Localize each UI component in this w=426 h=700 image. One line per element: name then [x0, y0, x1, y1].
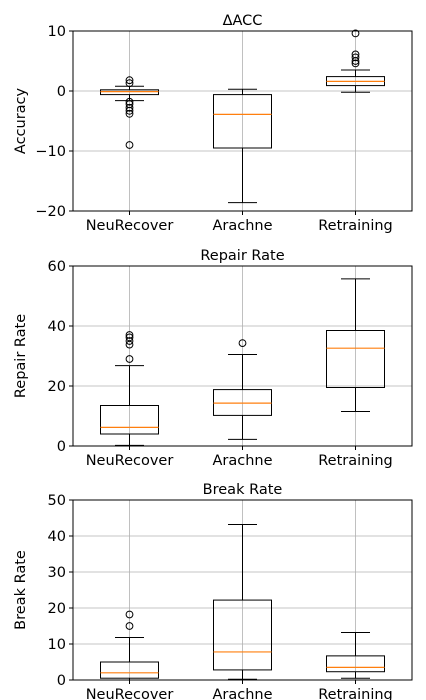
y-tick-label: 40: [48, 529, 66, 545]
outlier-point: [351, 29, 360, 38]
outlier-point: [125, 97, 134, 106]
y-tick-label: 50: [48, 493, 66, 509]
y-tick-label: 0: [57, 673, 66, 689]
y-axis-label: Repair Rate: [13, 314, 29, 398]
x-tick-label: Retraining: [318, 687, 393, 700]
x-tick-label: Arachne: [212, 687, 272, 700]
outlier-point: [125, 333, 134, 342]
box-iqr: [213, 599, 272, 671]
y-tick-label: 60: [48, 259, 66, 275]
x-tick-label: NeuRecover: [86, 218, 174, 234]
y-tick-label: 30: [48, 565, 66, 581]
outlier-point: [125, 103, 134, 112]
box-iqr: [100, 89, 159, 96]
outlier-point: [125, 355, 134, 363]
y-tick-label: −10: [35, 144, 66, 160]
x-tick-label: NeuRecover: [86, 453, 174, 469]
x-tick-label: NeuRecover: [86, 687, 174, 700]
x-tick-label: Retraining: [318, 453, 393, 469]
y-tick-label: 0: [57, 84, 66, 100]
chart-title: Break Rate: [203, 482, 283, 498]
y-axis-label: Accuracy: [13, 87, 29, 154]
y-tick-label: 40: [48, 319, 66, 335]
outlier-point: [351, 50, 360, 59]
y-tick-label: −20: [35, 204, 66, 220]
outlier-point: [125, 76, 134, 85]
y-tick-label: 20: [48, 601, 66, 617]
outlier-point: [125, 610, 134, 619]
y-axis-label: Break Rate: [13, 550, 29, 630]
box-iqr: [100, 405, 159, 435]
outlier-point: [125, 622, 134, 630]
outlier-point: [125, 79, 134, 88]
box-iqr: [326, 330, 385, 388]
x-tick-label: Arachne: [212, 453, 272, 469]
outlier-point: [238, 339, 247, 348]
chart-title: ΔACC: [223, 13, 263, 29]
x-tick-label: Arachne: [212, 218, 272, 234]
y-tick-label: 20: [48, 379, 66, 395]
y-tick-label: 0: [57, 439, 66, 455]
outlier-point: [125, 141, 134, 149]
y-tick-label: 10: [48, 24, 66, 40]
box-iqr: [213, 94, 272, 149]
y-tick-label: 10: [48, 637, 66, 653]
box-iqr: [326, 655, 385, 673]
x-tick-label: Retraining: [318, 218, 393, 234]
box-iqr: [100, 661, 159, 679]
outlier-point: [125, 109, 134, 118]
outlier-point: [351, 53, 360, 62]
outlier-point: [125, 331, 134, 339]
outlier-point: [125, 337, 134, 345]
chart-title: Repair Rate: [200, 248, 284, 264]
outlier-point: [351, 59, 360, 68]
outlier-point: [125, 106, 134, 115]
